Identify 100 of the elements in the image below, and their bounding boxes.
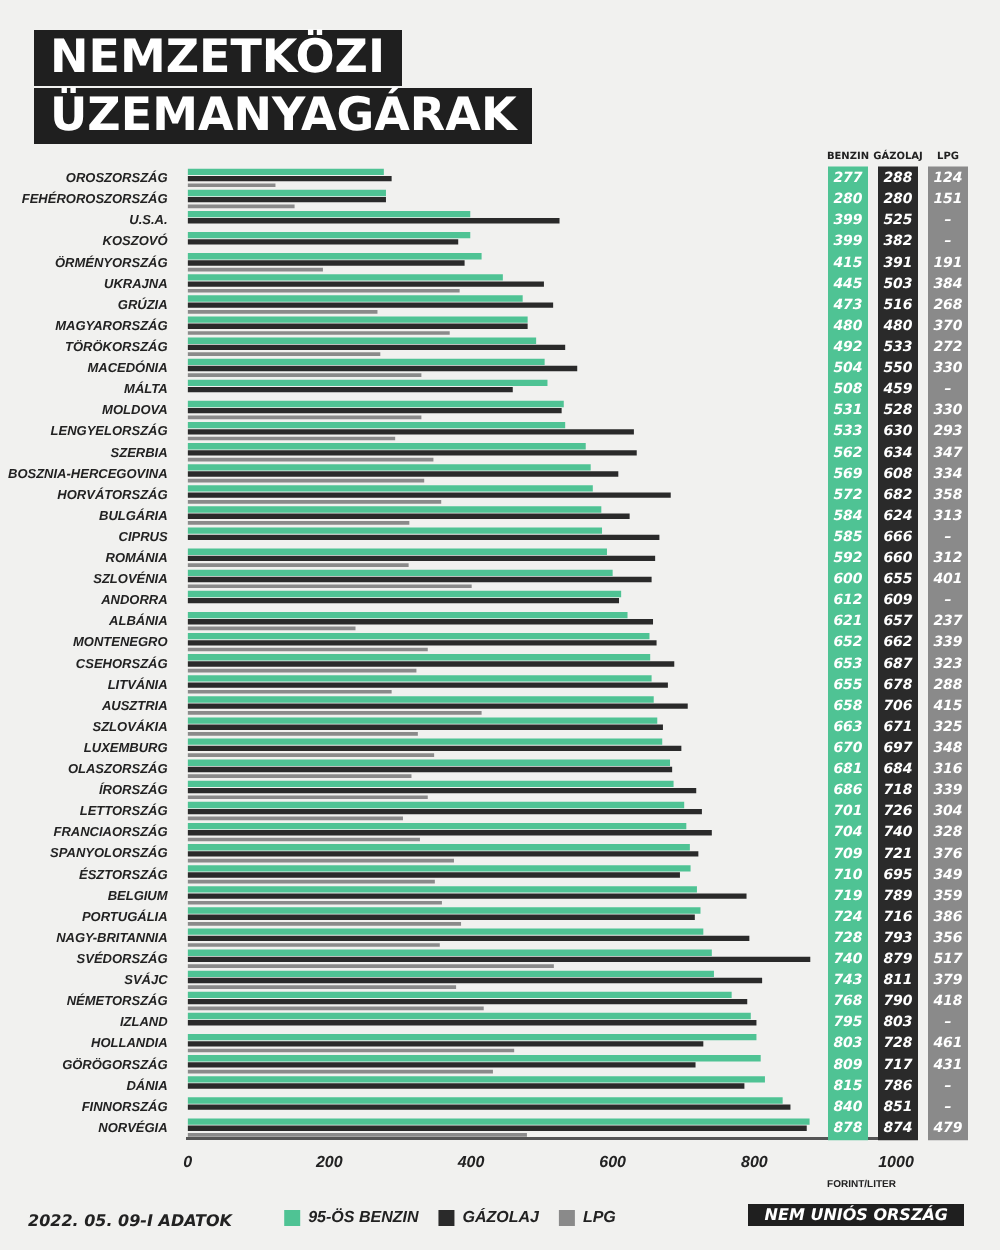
bar [187,801,685,809]
bar [187,991,732,999]
bar [187,928,704,935]
bar [187,1097,783,1104]
bar [187,302,554,308]
bar [187,513,630,519]
bar [187,196,386,203]
bar [187,590,622,598]
bar [187,1055,761,1062]
bar [187,189,386,197]
bar [187,344,566,351]
bar [187,893,747,899]
bar [187,970,714,978]
bar [187,611,628,619]
bar [187,998,748,1005]
bar [187,464,591,471]
bar [187,450,637,456]
bar [187,977,763,984]
bar [187,724,663,730]
bar [187,175,392,182]
text: NEM UNIÓS ORSZÁG [748,1204,964,1226]
bar [187,168,384,176]
bar [187,316,528,323]
bar [187,210,471,218]
x-tick-label: 400 [455,1152,486,1171]
bar [187,1062,696,1068]
bar [187,787,697,794]
bar [187,809,702,815]
bar [187,379,548,387]
bar [187,471,619,477]
legend-label: 95-ÖS BENZIN [308,1208,419,1227]
bar [187,914,695,920]
bar [187,485,593,492]
chart-title: NEMZETKÖZI ÜZEMANYAGÁRAK [34,30,533,144]
bar [187,337,537,344]
x-tick-label: 200 [313,1152,344,1171]
x-tick-label: 800 [740,1152,769,1171]
bar [187,1083,745,1089]
bar [187,421,566,429]
bar [187,654,651,661]
bar [187,851,699,857]
bar [187,597,620,604]
bar [187,766,673,773]
bar [187,429,634,435]
bar [187,408,562,414]
bar [187,569,613,577]
bar [187,844,690,851]
bar [187,1125,807,1131]
bar [187,872,680,878]
bar [187,358,545,365]
bar [187,281,544,287]
bar [187,949,712,956]
bar [187,907,701,914]
bar [187,253,482,260]
bar [187,661,675,667]
bar [187,1118,810,1125]
bar [187,527,603,534]
bar [187,956,811,963]
legend-label: LPG [582,1208,616,1227]
x-tick-label: 600 [599,1152,628,1171]
bar [187,682,668,688]
x-tick-label: 1000 [878,1152,915,1171]
bar [187,675,652,682]
x-tick-label: 0 [183,1152,194,1171]
bar [187,386,513,393]
bar [187,640,657,646]
bar [187,492,671,498]
bar [187,759,671,766]
bar [187,822,687,830]
bar [187,506,602,513]
bar [187,260,465,266]
bar [187,239,459,245]
bar [187,1020,757,1026]
bar [187,780,674,788]
bar [187,619,654,625]
bar [187,576,652,583]
bar [187,696,654,703]
bar [187,323,528,329]
legend-label: GÁZOLAJ [462,1206,540,1227]
bar [187,886,697,893]
bar [187,218,560,224]
bar [187,1012,751,1020]
bar [187,443,586,450]
bar [187,703,688,709]
bar [187,865,691,872]
bar [187,295,523,302]
bar [187,548,607,555]
bar [187,274,503,281]
bar [187,935,750,941]
bar [187,1076,765,1083]
bar [187,1033,757,1041]
text: 2022. 05. 09-I ADATOK [28,1212,232,1230]
bar [187,1041,704,1047]
bar [187,555,656,562]
bar [187,534,660,540]
bar [187,400,564,408]
bar [187,830,712,836]
bar [187,745,682,752]
bar [187,1104,791,1110]
bar [187,738,663,745]
